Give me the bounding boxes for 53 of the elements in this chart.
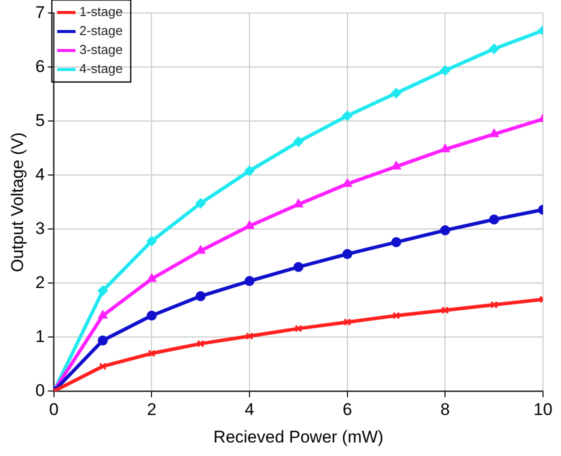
point <box>98 362 107 370</box>
point <box>244 166 255 176</box>
point <box>244 276 255 286</box>
point <box>98 286 108 296</box>
x-tick-label: 10 <box>534 400 552 420</box>
x-tick-label: 0 <box>49 400 59 420</box>
point <box>196 340 204 348</box>
point <box>246 332 254 340</box>
point <box>146 310 157 321</box>
point <box>196 246 206 254</box>
point <box>392 312 400 320</box>
y-tick-label: 6 <box>35 56 45 76</box>
point <box>391 237 402 248</box>
legend-label: 1-stage <box>79 4 123 20</box>
point <box>98 310 108 319</box>
point <box>294 324 302 332</box>
y-tick-label: 1 <box>35 326 45 346</box>
point <box>344 318 352 326</box>
point <box>342 110 352 121</box>
point <box>148 350 156 358</box>
point <box>293 136 304 147</box>
point <box>440 65 450 76</box>
point <box>489 214 500 224</box>
point <box>440 144 450 152</box>
y-tick-label: 0 <box>35 380 45 400</box>
point <box>342 249 352 260</box>
x-tick-label: 6 <box>342 400 352 420</box>
point <box>441 306 449 314</box>
y-tick-label: 2 <box>35 272 45 292</box>
y-axis-title: Output Voltage (V) <box>8 132 27 272</box>
legend-label: 2-stage <box>79 23 123 38</box>
y-tick-label: 5 <box>35 110 45 130</box>
point <box>490 300 498 309</box>
point <box>196 198 206 208</box>
y-tick-label: 7 <box>35 2 45 22</box>
point <box>293 262 304 272</box>
point <box>196 291 206 302</box>
x-axis-title: Recieved Power (mW) <box>213 427 384 446</box>
point <box>245 220 254 229</box>
point <box>489 44 500 54</box>
x-tick-label: 4 <box>244 400 254 420</box>
point <box>146 236 157 246</box>
point <box>391 88 402 98</box>
y-tick-label: 3 <box>35 218 45 238</box>
point <box>98 335 108 346</box>
legend-label: 4-stage <box>79 61 123 76</box>
x-tick-label: 8 <box>440 400 450 420</box>
point <box>440 225 450 236</box>
x-tick-label: 2 <box>146 400 156 420</box>
legend-label: 3-stage <box>79 42 123 58</box>
point <box>147 274 156 282</box>
point <box>490 129 499 138</box>
y-tick-label: 4 <box>35 164 45 184</box>
